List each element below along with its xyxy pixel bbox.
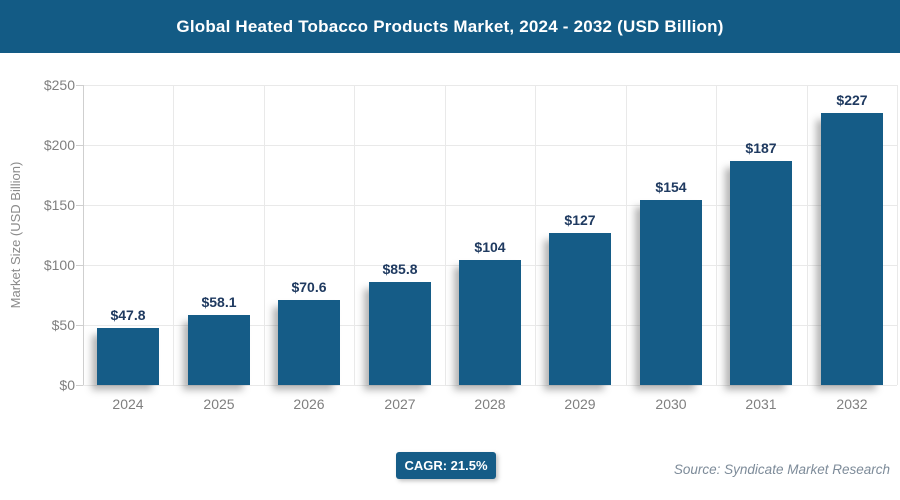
v-gridline	[897, 85, 898, 385]
y-axis-tick	[76, 205, 83, 206]
bar-2032	[821, 113, 883, 385]
v-gridline	[354, 85, 355, 385]
source-note: Source: Syndicate Market Research	[673, 462, 890, 477]
y-axis-tick	[76, 85, 83, 86]
x-tick-label: 2027	[384, 396, 416, 412]
v-gridline	[626, 85, 627, 385]
bar-2030	[640, 200, 702, 385]
cagr-badge: CAGR: 21.5%	[396, 452, 496, 479]
x-tick-label: 2029	[564, 396, 596, 412]
x-tick-label: 2032	[836, 396, 868, 412]
bar-value-label: $127	[564, 212, 596, 228]
v-gridline	[807, 85, 808, 385]
y-tick-label: $100	[43, 257, 75, 273]
y-axis-tick	[76, 325, 83, 326]
y-tick-label: $200	[43, 137, 75, 153]
y-tick-label: $150	[43, 197, 75, 213]
bar-2028	[459, 260, 521, 385]
x-tick-label: 2024	[112, 396, 144, 412]
bar-value-label: $227	[836, 92, 868, 108]
bar-value-label: $70.6	[291, 279, 327, 295]
bar-2024	[97, 328, 159, 385]
chart-title: Global Heated Tobacco Products Market, 2…	[176, 16, 724, 36]
chart-title-bar: Global Heated Tobacco Products Market, 2…	[0, 0, 900, 53]
bar-2029	[549, 233, 611, 385]
h-gridline	[83, 385, 897, 386]
bar-value-label: $47.8	[110, 307, 146, 323]
h-gridline	[83, 205, 897, 206]
x-tick-label: 2031	[745, 396, 777, 412]
y-axis-tick	[76, 265, 83, 266]
bar-value-label: $104	[474, 239, 506, 255]
bar-2026	[278, 300, 340, 385]
v-gridline	[716, 85, 717, 385]
bar-value-label: $154	[655, 179, 687, 195]
y-tick-label: $50	[51, 317, 75, 333]
cagr-badge-label: CAGR: 21.5%	[404, 458, 488, 473]
bar-2027	[369, 282, 431, 385]
bar-value-label: $58.1	[201, 294, 237, 310]
y-axis-title: Market Size (USD Billion)	[8, 161, 23, 309]
bar-2025	[188, 315, 250, 385]
x-tick-label: 2028	[474, 396, 506, 412]
v-gridline	[535, 85, 536, 385]
y-axis-tick	[76, 145, 83, 146]
y-tick-label: $0	[59, 377, 75, 393]
v-gridline	[445, 85, 446, 385]
x-tick-label: 2030	[655, 396, 687, 412]
x-tick-label: 2025	[203, 396, 235, 412]
y-tick-label: $250	[43, 77, 75, 93]
h-gridline	[83, 85, 897, 86]
bar-value-label: $187	[745, 140, 777, 156]
v-gridline	[264, 85, 265, 385]
bar-value-label: $85.8	[382, 261, 418, 277]
y-axis-tick	[76, 385, 83, 386]
x-tick-label: 2026	[293, 396, 325, 412]
h-gridline	[83, 145, 897, 146]
y-axis-line	[83, 85, 84, 385]
bar-2031	[730, 161, 792, 385]
v-gridline	[173, 85, 174, 385]
